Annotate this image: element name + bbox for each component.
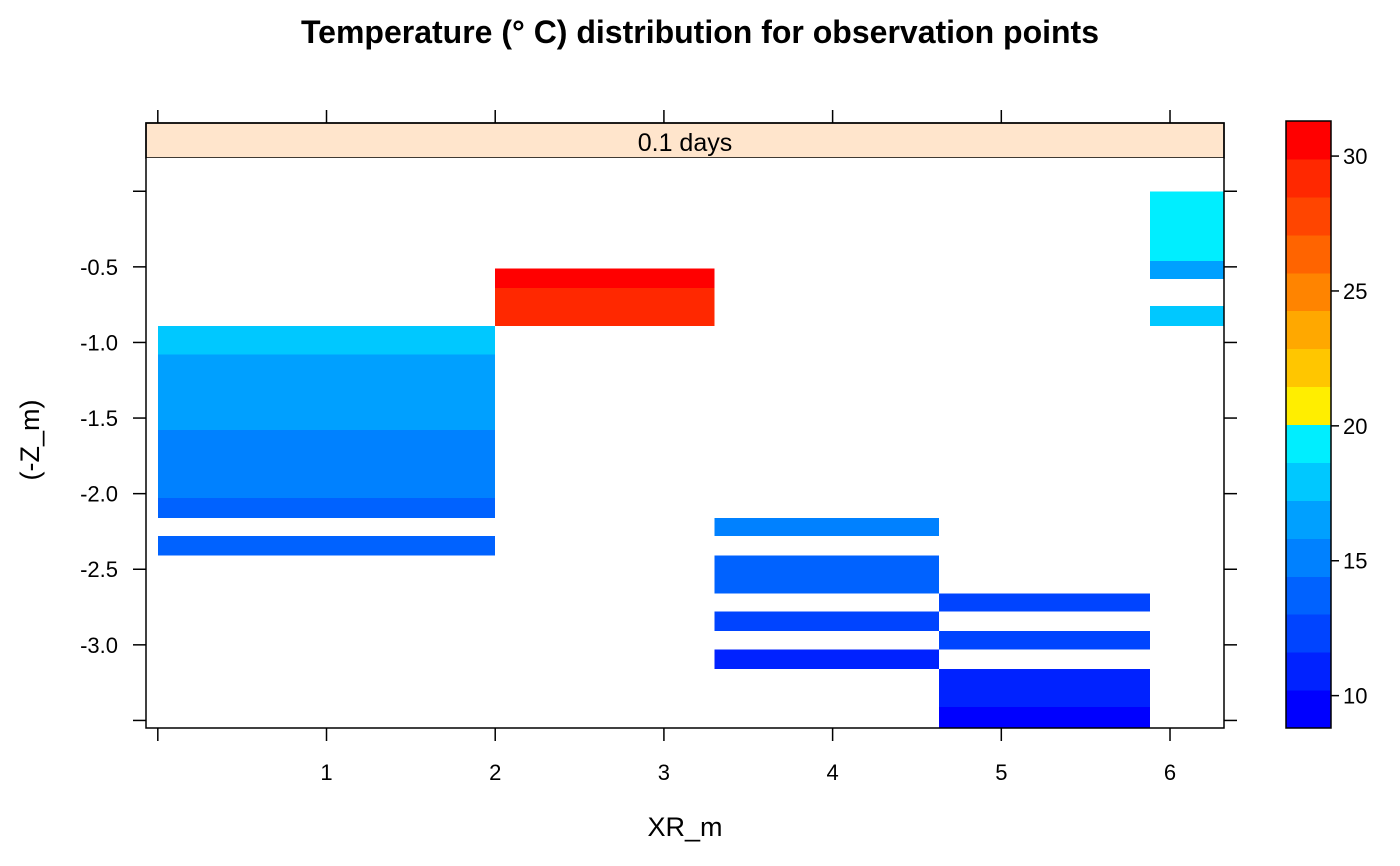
heatmap-cell <box>157 498 496 518</box>
heatmap-cell <box>938 706 1150 728</box>
colorbar-frame <box>1285 120 1332 729</box>
panel-strip-label: 0.1 days <box>638 129 733 157</box>
x-tick-label: 2 <box>489 760 501 785</box>
x-tick-label: 1 <box>320 760 332 785</box>
colorbar-segment <box>1286 424 1331 463</box>
heatmap-cell <box>938 631 1150 650</box>
heatmap-cell <box>714 555 939 594</box>
colorbar-tick-label: 20 <box>1343 414 1367 439</box>
heatmap-cell <box>157 325 496 355</box>
heatmap-cell <box>1149 306 1224 326</box>
heatmap-cell <box>714 611 939 632</box>
colorbar-segment <box>1286 348 1331 388</box>
heatmap-cells <box>157 191 1224 728</box>
chart-title: Temperature (° C) distribution for obser… <box>301 14 1099 50</box>
colorbar-segment <box>1286 386 1331 425</box>
x-axis: 1 2 3 4 5 6 <box>157 110 1176 785</box>
x-tick-label: 6 <box>1164 760 1176 785</box>
plot-frame <box>145 122 1225 729</box>
colorbar-segment <box>1286 500 1331 539</box>
colorbar-tick-label: 30 <box>1343 144 1367 169</box>
y-tick-label: -0.5 <box>80 255 118 280</box>
colorbar-segment <box>1286 121 1331 160</box>
colorbar-segment <box>1286 234 1331 274</box>
heatmap-cell <box>157 535 496 556</box>
x-tick-label: 3 <box>658 760 670 785</box>
heatmap-cell <box>495 288 715 326</box>
colorbar-segment <box>1286 462 1331 501</box>
y-tick-label: -1.5 <box>80 406 118 431</box>
heatmap-cell <box>157 354 496 431</box>
heatmap-cell <box>938 669 1150 707</box>
heatmap-cell <box>714 517 939 536</box>
colorbar-segment <box>1286 538 1331 577</box>
colorbar-segment <box>1286 576 1331 615</box>
y-axis-label: (-Z_m) <box>15 400 45 481</box>
x-tick-label: 4 <box>826 760 838 785</box>
colorbar-segment <box>1286 652 1331 691</box>
colorbar: 10 15 20 25 30 <box>1285 120 1367 729</box>
y-tick-label: -2.0 <box>80 482 118 507</box>
heatmap-cell <box>714 649 939 670</box>
colorbar-tick-label: 10 <box>1343 684 1367 709</box>
colorbar-tick-label: 25 <box>1343 279 1367 304</box>
colorbar-segment <box>1286 690 1331 729</box>
y-tick-label: -1.0 <box>80 330 118 355</box>
colorbar-segment <box>1286 310 1331 350</box>
panel-strip <box>145 122 1225 159</box>
y-tick-label: -3.0 <box>80 633 118 658</box>
colorbar-segment <box>1286 272 1331 312</box>
y-tick-label: -2.5 <box>80 557 118 582</box>
heatmap-cell <box>157 430 496 499</box>
colorbar-segment <box>1286 158 1331 198</box>
colorbar-segment <box>1286 196 1331 236</box>
x-axis-label: XR_m <box>647 812 722 842</box>
heatmap-cell <box>1149 260 1224 279</box>
heatmap-cell <box>495 268 715 289</box>
y-axis: -0.5 -1.0 -1.5 -2.0 -2.5 -3.0 <box>80 190 1237 722</box>
heatmap-cell <box>1149 191 1224 261</box>
colorbar-tick-label: 15 <box>1343 549 1367 574</box>
colorbar-segment <box>1286 614 1331 653</box>
heatmap-cell <box>938 593 1150 612</box>
x-tick-label: 5 <box>995 760 1007 785</box>
